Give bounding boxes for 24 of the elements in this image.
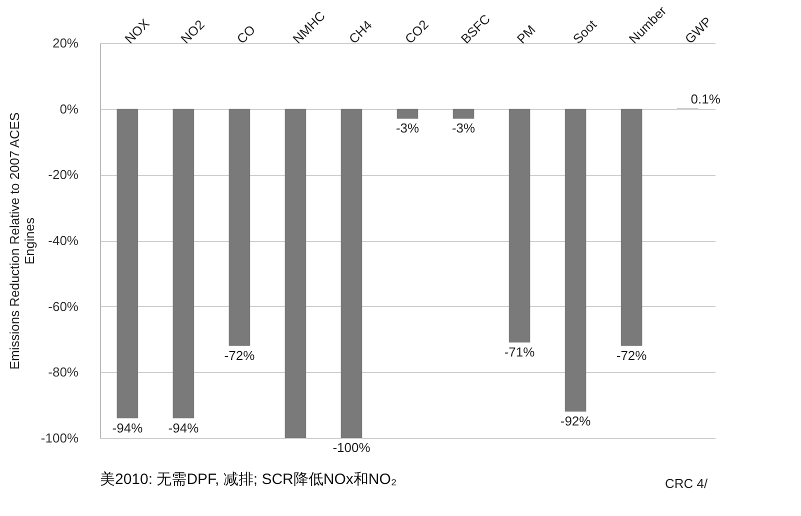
data-label: -3% [452,120,476,136]
y-tick-label: -60% [48,298,79,314]
data-label: 0.1% [690,92,721,107]
text: CRC 4/ [665,476,708,491]
data-label: -94% [168,420,200,436]
x-tick-label: CO [234,22,258,46]
y-axis-title: Emissions Reduction Relative to 2007 ACES Engines [6,112,37,370]
y-tick-label: -100% [40,430,79,446]
text: 美2010: 无需DPF, 减排; SCR降低NOx和NO₂ [100,471,397,488]
x-tick-label: CH4 [346,17,375,46]
y-tick-label: -80% [48,364,79,380]
data-label: -100% [332,440,371,455]
y-tick-label: -20% [48,167,79,182]
data-label: -92% [560,414,592,429]
x-tick-label: CO2 [402,16,432,46]
y-tick-label: 20% [52,36,79,50]
data-label: -72% [224,348,256,363]
data-label: -72% [616,348,648,363]
data-label: -94% [112,420,144,436]
x-tick-label: PM [514,22,538,46]
data-label: -3% [396,120,420,136]
data-label: -71% [504,344,536,360]
y-tick-label: 0% [60,101,79,116]
y-tick-label: -40% [48,233,79,248]
